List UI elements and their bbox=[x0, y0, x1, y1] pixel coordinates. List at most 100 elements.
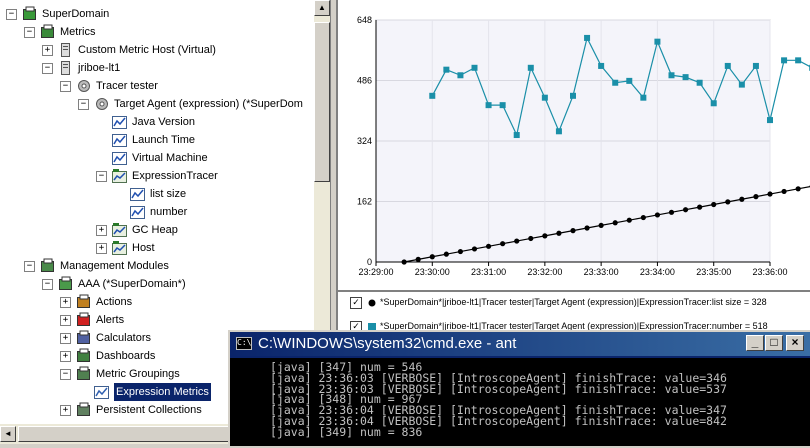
tree-node[interactable]: −jriboe-lt1 bbox=[0, 59, 314, 77]
data-point[interactable] bbox=[599, 223, 604, 228]
data-point[interactable] bbox=[767, 117, 773, 123]
data-point[interactable] bbox=[458, 249, 463, 254]
collapse-icon[interactable]: − bbox=[78, 99, 89, 110]
collapse-icon[interactable]: − bbox=[60, 369, 71, 380]
scroll-thumb[interactable] bbox=[314, 22, 330, 182]
data-point[interactable] bbox=[654, 39, 660, 45]
data-point[interactable] bbox=[430, 254, 435, 259]
data-point[interactable] bbox=[641, 215, 646, 220]
data-point[interactable] bbox=[584, 35, 590, 41]
data-point[interactable] bbox=[655, 212, 660, 217]
cmd-console-output[interactable]: [java] [347] num = 546 [java] 23:36:03 [… bbox=[230, 358, 810, 446]
data-point[interactable] bbox=[739, 197, 744, 202]
tree-node[interactable]: −Tracer tester bbox=[0, 77, 314, 95]
data-point[interactable] bbox=[739, 82, 745, 88]
scroll-left-icon[interactable]: ◄ bbox=[0, 426, 16, 442]
tree-node[interactable]: −SuperDomain bbox=[0, 5, 314, 23]
data-point[interactable] bbox=[542, 233, 547, 238]
data-point[interactable] bbox=[528, 65, 534, 71]
data-point[interactable] bbox=[697, 205, 702, 210]
tree-node[interactable]: number bbox=[0, 203, 314, 221]
data-point[interactable] bbox=[416, 257, 421, 262]
data-point[interactable] bbox=[683, 74, 689, 80]
data-point[interactable] bbox=[753, 194, 758, 199]
minimize-button[interactable]: _ bbox=[746, 335, 764, 351]
expand-icon[interactable]: + bbox=[60, 333, 71, 344]
data-point[interactable] bbox=[697, 80, 703, 86]
tree-node[interactable]: +Actions bbox=[0, 293, 314, 311]
expand-icon[interactable]: + bbox=[60, 405, 71, 416]
cmd-title-bar[interactable]: C:\ C:\WINDOWS\system32\cmd.exe - ant _ … bbox=[230, 332, 810, 356]
data-point[interactable] bbox=[598, 63, 604, 69]
data-point[interactable] bbox=[626, 78, 632, 84]
data-point[interactable] bbox=[767, 191, 772, 196]
data-point[interactable] bbox=[444, 252, 449, 257]
data-point[interactable] bbox=[781, 57, 787, 63]
data-point[interactable] bbox=[556, 231, 561, 236]
data-point[interactable] bbox=[640, 95, 646, 101]
expand-icon[interactable]: + bbox=[42, 45, 53, 56]
data-point[interactable] bbox=[514, 132, 520, 138]
tree-node[interactable]: +GC Heap bbox=[0, 221, 314, 239]
data-point[interactable] bbox=[570, 228, 575, 233]
data-point[interactable] bbox=[500, 241, 505, 246]
data-point[interactable] bbox=[725, 63, 731, 69]
legend-checkbox[interactable]: ✓ bbox=[350, 297, 362, 309]
data-point[interactable] bbox=[443, 67, 449, 73]
expand-icon[interactable]: + bbox=[60, 351, 71, 362]
data-point[interactable] bbox=[613, 220, 618, 225]
tree-node[interactable]: −AAA (*SuperDomain*) bbox=[0, 275, 314, 293]
tree-node[interactable]: +Custom Metric Host (Virtual) bbox=[0, 41, 314, 59]
data-point[interactable] bbox=[472, 65, 478, 71]
data-point[interactable] bbox=[795, 57, 801, 63]
collapse-icon[interactable]: − bbox=[96, 171, 107, 182]
data-point[interactable] bbox=[472, 246, 477, 251]
data-point[interactable] bbox=[556, 128, 562, 134]
collapse-icon[interactable]: − bbox=[6, 9, 17, 20]
data-point[interactable] bbox=[457, 72, 463, 78]
data-point[interactable] bbox=[711, 202, 716, 207]
data-point[interactable] bbox=[542, 95, 548, 101]
close-button[interactable]: × bbox=[786, 335, 804, 351]
data-point[interactable] bbox=[402, 259, 407, 264]
tree-node[interactable]: list size bbox=[0, 185, 314, 203]
collapse-icon[interactable]: − bbox=[24, 261, 35, 272]
collapse-icon[interactable]: − bbox=[42, 63, 53, 74]
data-point[interactable] bbox=[711, 100, 717, 106]
tree-node[interactable]: −Metrics bbox=[0, 23, 314, 41]
data-point[interactable] bbox=[486, 244, 491, 249]
expand-icon[interactable]: + bbox=[96, 225, 107, 236]
maximize-button[interactable]: □ bbox=[765, 335, 783, 351]
tree-node[interactable]: −ExpressionTracer bbox=[0, 167, 314, 185]
expand-icon[interactable]: + bbox=[96, 243, 107, 254]
tree-node[interactable]: Launch Time bbox=[0, 131, 314, 149]
data-point[interactable] bbox=[796, 186, 801, 191]
tree-node[interactable]: +Alerts bbox=[0, 311, 314, 329]
data-point[interactable] bbox=[500, 102, 506, 108]
data-point[interactable] bbox=[486, 102, 492, 108]
data-point[interactable] bbox=[753, 63, 759, 69]
data-point[interactable] bbox=[429, 93, 435, 99]
data-point[interactable] bbox=[570, 93, 576, 99]
expand-icon[interactable]: + bbox=[60, 297, 71, 308]
legend-row-list-size[interactable]: ✓*SuperDomain*|jriboe-lt1|Tracer tester|… bbox=[350, 294, 767, 310]
tree-node[interactable]: Virtual Machine bbox=[0, 149, 314, 167]
tree-node[interactable]: +Host bbox=[0, 239, 314, 257]
data-point[interactable] bbox=[669, 72, 675, 78]
expand-icon[interactable]: + bbox=[60, 315, 71, 326]
data-point[interactable] bbox=[683, 207, 688, 212]
data-point[interactable] bbox=[669, 210, 674, 215]
data-point[interactable] bbox=[781, 189, 786, 194]
data-point[interactable] bbox=[612, 80, 618, 86]
data-point[interactable] bbox=[514, 238, 519, 243]
tree-node[interactable]: Java Version bbox=[0, 113, 314, 131]
data-point[interactable] bbox=[528, 236, 533, 241]
data-point[interactable] bbox=[584, 225, 589, 230]
collapse-icon[interactable]: − bbox=[24, 27, 35, 38]
data-point[interactable] bbox=[725, 199, 730, 204]
collapse-icon[interactable]: − bbox=[42, 279, 53, 290]
tree-node[interactable]: −Management Modules bbox=[0, 257, 314, 275]
scroll-up-icon[interactable]: ▲ bbox=[314, 0, 330, 16]
cmd-window[interactable]: C:\ C:\WINDOWS\system32\cmd.exe - ant _ … bbox=[228, 330, 810, 448]
data-point[interactable] bbox=[627, 218, 632, 223]
